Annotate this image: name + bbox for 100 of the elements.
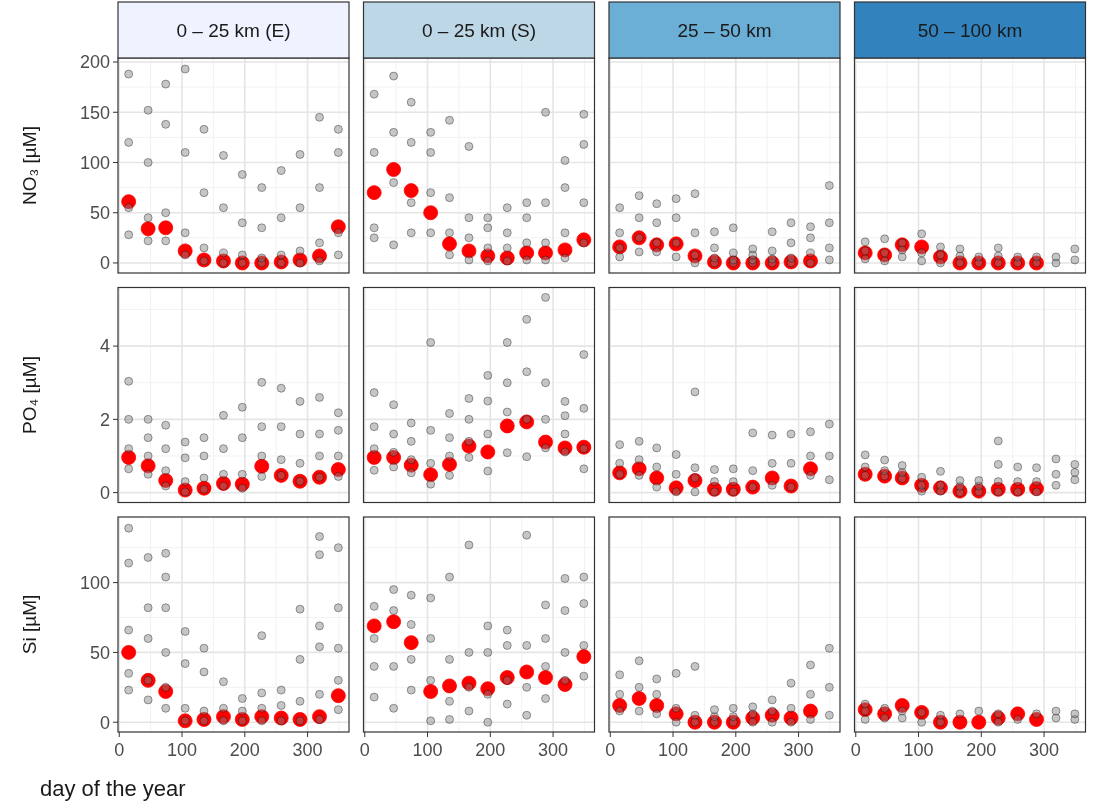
y-tick-label: 100 (79, 572, 110, 593)
point (541, 238, 550, 248)
point (124, 625, 134, 635)
point (560, 253, 570, 263)
point (649, 470, 665, 486)
point (824, 181, 834, 190)
point (445, 715, 454, 724)
point (389, 661, 399, 671)
point (199, 643, 209, 653)
point (560, 574, 570, 583)
point (767, 480, 777, 490)
point (199, 451, 209, 461)
point (710, 465, 719, 474)
point (124, 203, 134, 213)
x-tick-label: 300 (292, 740, 323, 760)
point (576, 649, 592, 665)
point (257, 688, 267, 698)
point (824, 419, 834, 429)
point (124, 685, 134, 695)
point (615, 203, 625, 213)
point (276, 701, 286, 710)
point (121, 194, 137, 210)
point (671, 703, 681, 713)
point (219, 469, 228, 479)
x-tick-label: 0 (114, 740, 125, 760)
point (180, 437, 190, 447)
point (860, 450, 870, 460)
y-tick-label: 100 (79, 152, 110, 173)
point (406, 685, 416, 695)
point (612, 465, 628, 481)
point (917, 248, 927, 258)
point (445, 572, 454, 582)
point (480, 681, 496, 697)
point (824, 255, 834, 265)
y-tick-label: 0 (99, 712, 110, 733)
point (990, 710, 1006, 726)
point (219, 151, 228, 160)
point (652, 199, 662, 209)
point (143, 105, 153, 115)
point (257, 223, 267, 233)
point (143, 213, 153, 223)
point (860, 237, 870, 247)
point (652, 247, 662, 257)
point (464, 255, 474, 265)
point (806, 660, 815, 670)
point (860, 715, 870, 724)
point (158, 220, 174, 236)
point (952, 483, 968, 499)
point (121, 450, 137, 465)
point (292, 252, 308, 268)
point (234, 712, 250, 727)
point (914, 239, 930, 255)
point (579, 572, 589, 582)
point (196, 712, 212, 727)
point (389, 127, 399, 137)
point (519, 664, 535, 680)
point (857, 702, 873, 718)
point (273, 254, 289, 270)
point (917, 472, 927, 482)
point (1070, 475, 1080, 485)
point (767, 458, 777, 468)
point (728, 703, 738, 713)
point (445, 409, 454, 418)
point (386, 614, 402, 630)
point (880, 256, 890, 266)
point (936, 466, 945, 476)
point (579, 641, 589, 650)
point (971, 483, 987, 499)
point (880, 455, 890, 465)
point (461, 675, 477, 691)
point (824, 451, 834, 461)
point (295, 429, 305, 439)
point (369, 634, 379, 643)
point (143, 158, 153, 167)
point (257, 451, 267, 461)
point (786, 678, 796, 688)
point (786, 238, 796, 248)
point (426, 479, 436, 489)
point (974, 706, 984, 716)
point (917, 229, 927, 239)
point (1010, 706, 1026, 722)
point (634, 471, 644, 480)
point (690, 463, 700, 473)
point (897, 252, 907, 262)
point (237, 706, 247, 716)
point (652, 443, 662, 453)
point (369, 233, 379, 243)
point (161, 703, 171, 713)
point (276, 166, 286, 175)
point (894, 698, 910, 713)
point (369, 388, 379, 398)
point (634, 455, 644, 465)
point (499, 670, 515, 685)
point (216, 253, 231, 269)
point (560, 648, 570, 657)
point (219, 703, 228, 713)
point (426, 338, 436, 347)
point (579, 109, 589, 119)
point (369, 465, 379, 475)
point (406, 137, 416, 147)
